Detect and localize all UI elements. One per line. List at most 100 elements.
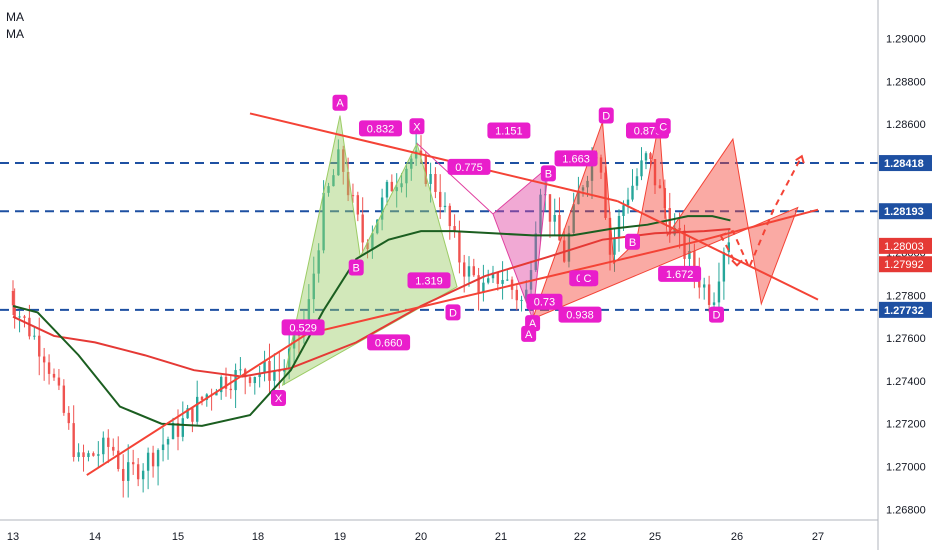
candle-body [599,157,603,173]
candle-body [644,153,648,161]
moving-average-fast [12,215,731,427]
candle-body [13,305,16,318]
candle-body [366,242,369,250]
pattern-label-text: X [275,393,283,405]
pattern-label: B [540,165,556,182]
candle-body [239,369,242,371]
pattern-label-bg [558,306,602,323]
candle-body [224,376,228,389]
candle-body [608,217,612,255]
pattern-label-bg [709,306,724,323]
candle-body [181,418,184,437]
pattern-label-bg [367,334,411,351]
pattern-label: 0.832 [359,120,402,137]
candle-body [82,452,85,458]
candle-body [631,185,634,200]
candle-body [196,396,199,422]
candle-body [332,175,335,187]
candle-body [151,452,155,467]
pattern-label-text: A [529,318,537,330]
candle-body [337,149,340,176]
candle-body [693,250,696,273]
candle-body [327,186,330,193]
pattern-label-bg [407,272,451,289]
pattern-label-bg [487,122,531,139]
pattern-label-text: 1.672 [666,269,694,281]
candle-body [390,181,394,192]
candle-body [380,197,384,220]
candle-body [590,157,594,181]
candle-body [371,233,374,250]
candle-body [448,205,451,227]
candle-body [376,219,379,234]
pattern-label: B [348,259,364,276]
candle-body [649,153,652,160]
price-tick-label: 1.27600 [886,333,926,345]
price-badge-current-text: 1.27992 [884,259,924,271]
candle-body [52,373,56,378]
candle-body [496,272,499,284]
pattern-label-text: 1.319 [415,275,443,287]
candle-body [429,174,432,184]
candle-body [463,262,466,277]
candle-body [458,231,461,263]
candle-body [567,232,571,262]
candle-body [229,388,232,391]
pattern-label: C [580,270,595,287]
candle-body [141,470,145,480]
candle-body [176,422,180,437]
candle-body [33,335,36,337]
candle-body [586,180,589,188]
candle-body [727,242,730,253]
candle-body [57,377,61,386]
price-badge-level-text: 1.28418 [884,158,924,170]
pattern-label: D [445,304,461,321]
pattern-label: X [409,118,425,135]
pattern-label-bg [409,118,425,135]
candle-body [102,437,105,455]
pattern-label-text: 0.832 [367,123,395,135]
pattern-label-text: C [584,273,592,285]
pattern-label-bg [359,120,402,137]
pattern-label: B [625,233,640,250]
candle-body [520,299,523,301]
price-badge-level [879,301,932,318]
projection-arrow-down [731,259,743,267]
candle-body [67,412,70,424]
candle-body [62,385,66,413]
candle-body [548,194,552,222]
candle-body [525,289,528,300]
candle-body [127,462,130,481]
trendline-4 [617,200,819,301]
candle-body [414,150,418,159]
time-tick-label: 27 [812,531,824,543]
pattern-label-text: B [545,168,552,180]
trendline-1 [306,238,705,335]
candle-body [482,282,485,293]
trendline-3 [249,112,618,203]
candle-body [410,158,413,169]
candle-body [28,317,31,337]
pattern-label: 0.775 [447,158,491,175]
candle-body [220,376,223,393]
pattern-label-bg [658,265,702,282]
candle-body [453,226,456,232]
price-badge-current [879,237,932,254]
candle-body [346,171,350,196]
pattern-label-text: B [353,262,360,274]
candle-body [131,462,135,465]
candle-body [356,195,360,215]
candle-body [673,227,676,235]
pattern-label-bg [580,270,595,287]
pattern-label-bg [445,304,461,321]
candle-body [42,356,46,363]
candle-body [258,373,261,378]
price-tick-label: 1.28600 [886,119,926,131]
candle-body [23,316,26,318]
pattern-label: 0.529 [281,319,325,336]
candle-body [117,450,120,469]
pattern-label-bg [625,233,640,250]
pattern-label-bg [655,118,671,135]
